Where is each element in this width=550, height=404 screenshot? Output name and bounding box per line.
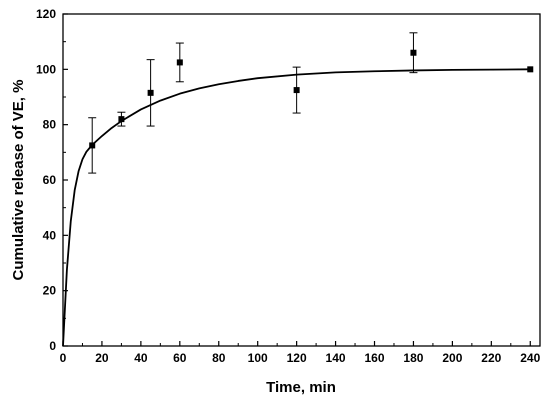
data-point <box>293 87 300 94</box>
x-tick-label: 240 <box>520 351 540 365</box>
x-tick-label: 100 <box>248 351 268 365</box>
y-tick-label: 20 <box>43 284 57 298</box>
y-tick-label: 80 <box>43 118 57 132</box>
data-point <box>89 142 96 149</box>
x-axis-title: Time, min <box>266 379 336 396</box>
x-axis: 0 20 40 60 80 100 120 140 160 180 200 220 240 <box>60 341 541 365</box>
x-tick-label: 120 <box>287 351 307 365</box>
y-tick-label: 0 <box>49 339 56 353</box>
plot-area <box>62 13 541 347</box>
y-tick-label: 40 <box>43 228 57 242</box>
fit-curve <box>62 68 531 347</box>
data-point <box>147 89 154 96</box>
y-axis-title: Cumulative release of VE, % <box>10 80 27 281</box>
data-point <box>176 59 183 66</box>
y-tick-label: 60 <box>43 173 57 187</box>
fit-curve-layer <box>62 68 531 347</box>
plot-frame <box>62 13 541 347</box>
x-tick-label: 220 <box>481 351 501 365</box>
y-tick-label: 100 <box>36 62 56 76</box>
y-axis: 0 20 40 60 80 100 120 <box>36 7 68 353</box>
data-points-layer <box>88 32 534 174</box>
x-tick-label: 180 <box>403 351 423 365</box>
data-point <box>527 66 534 73</box>
y-tick-label: 120 <box>36 7 56 21</box>
x-tick-label: 160 <box>364 351 384 365</box>
data-point <box>410 49 417 56</box>
x-tick-label: 60 <box>173 351 187 365</box>
x-tick-label: 0 <box>60 351 67 365</box>
x-tick-label: 80 <box>212 351 226 365</box>
x-tick-label: 140 <box>326 351 346 365</box>
x-tick-label: 40 <box>134 351 148 365</box>
x-tick-label: 200 <box>442 351 462 365</box>
x-tick-label: 20 <box>95 351 109 365</box>
data-point <box>118 116 125 123</box>
